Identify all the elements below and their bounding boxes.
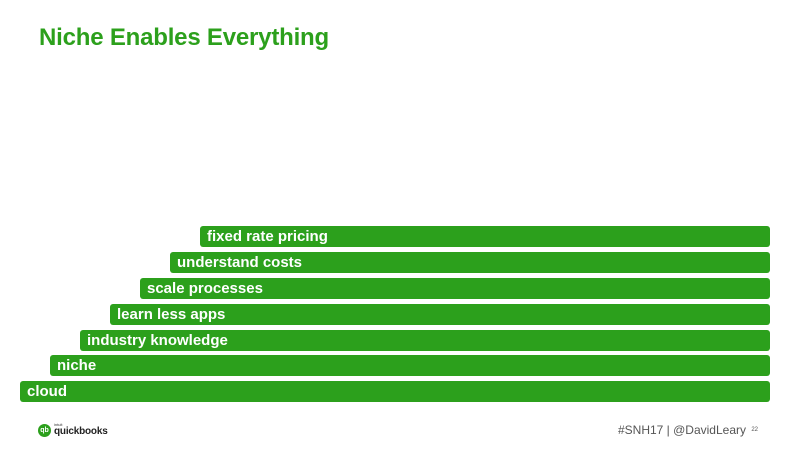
stair-step-learn-less-apps: learn less apps — [110, 304, 770, 325]
stair-step-scale-processes: scale processes — [140, 278, 770, 299]
logo-intuit-text: intuit — [54, 422, 63, 427]
stair-step-understand-costs: understand costs — [170, 252, 770, 273]
stair-step-industry-knowledge: industry knowledge — [80, 330, 770, 351]
stair-step-niche: niche — [50, 355, 770, 376]
logo-text: intuit quickbooks — [54, 423, 108, 437]
stair-step-cloud: cloud — [20, 381, 770, 402]
slide-title: Niche Enables Everything — [39, 24, 329, 51]
page-number: 22 — [751, 427, 758, 433]
quickbooks-logo-icon: qb — [38, 423, 51, 437]
stair-step-fixed-rate-pricing: fixed rate pricing — [200, 226, 770, 247]
quickbooks-logo: qb intuit quickbooks — [38, 421, 108, 439]
logo-quickbooks-text: quickbooks — [54, 426, 108, 437]
footer-hashtag: #SNH17 | @DavidLeary — [617, 423, 746, 437]
